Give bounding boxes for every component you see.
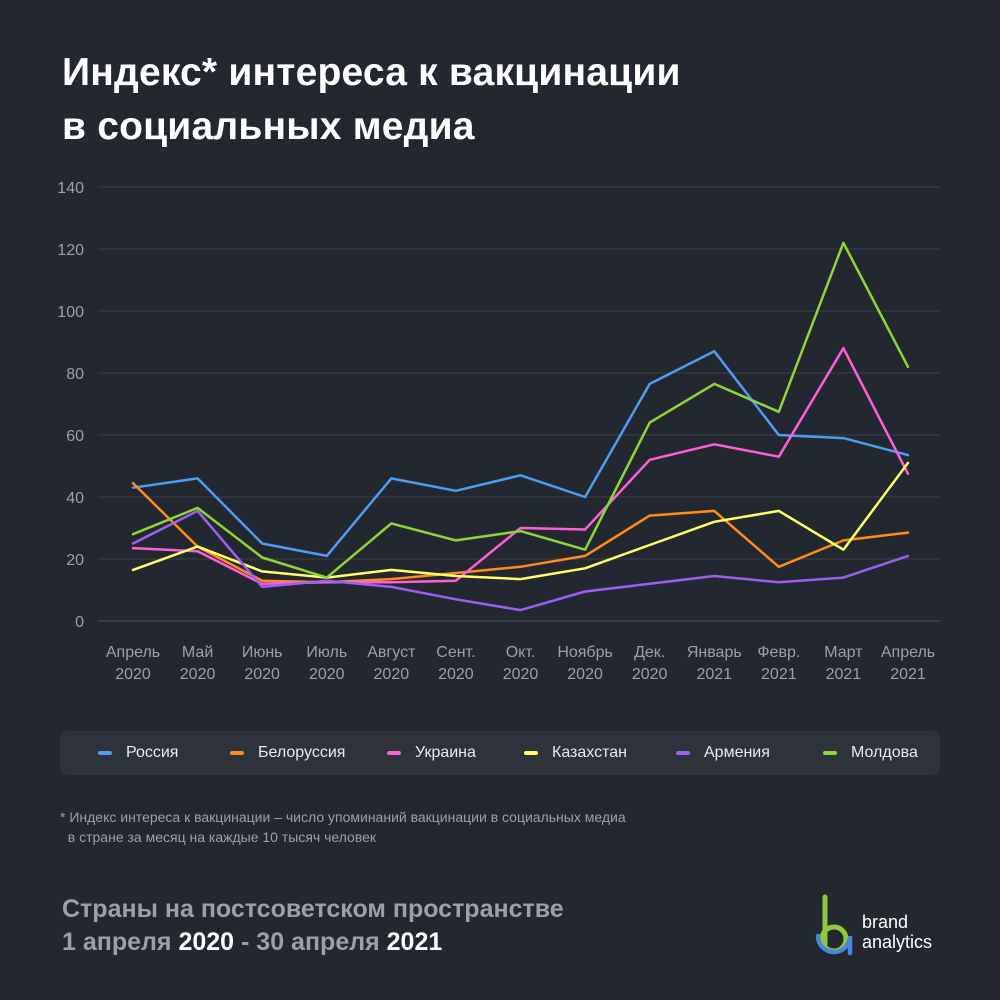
x-tick-label-year: 2021	[761, 666, 797, 683]
y-tick-label-100: 100	[57, 304, 84, 321]
x-tick-label-month: Июль	[306, 644, 347, 661]
x-tick-label-month: Сент.	[436, 644, 475, 661]
x-tick-label-year: 2021	[826, 666, 862, 683]
x-tick-label-year: 2020	[309, 666, 345, 683]
series-line-0	[131, 350, 910, 558]
x-tick-label-year: 2020	[632, 666, 668, 683]
footnote-line-2: в стране за месяц на каждые 10 тысяч чел…	[60, 829, 377, 845]
line-chart: 0 20 40 60 80 100 120 140 Апрель 2020 Май 2020 Июнь 2…	[57, 180, 940, 683]
legend-swatch	[524, 751, 538, 755]
chart-title-line-1: Индекс* интереса к вакцинации	[62, 51, 681, 94]
chart-title: Индекс* интереса к вакцинации в социальн…	[62, 46, 942, 154]
subtitle-line-1: Страны на постсоветском пространстве	[62, 895, 564, 923]
legend-swatch	[98, 751, 112, 755]
y-tick-label-0: 0	[75, 614, 84, 631]
legend-item: Казахстан	[524, 731, 627, 775]
legend-label: Белоруссия	[258, 744, 346, 761]
y-tick-label-40: 40	[66, 490, 84, 507]
x-tick-label-month: Дек.	[634, 644, 665, 661]
subtitle-part-1: 1 апреля	[62, 928, 179, 956]
x-tick-label-year: 2020	[567, 666, 603, 683]
brand-name-line-1: brand	[862, 912, 909, 932]
x-tick-label-month: Июнь	[242, 644, 283, 661]
footnote-line-1: * Индекс интереса к вакцинации – число у…	[60, 809, 626, 825]
x-tick-label-month: Март	[824, 644, 863, 661]
series-line-1	[131, 481, 910, 584]
legend-item: Украина	[387, 731, 476, 775]
legend-swatch	[230, 751, 244, 755]
legend-swatch	[387, 751, 401, 755]
y-tick-label-120: 120	[57, 242, 84, 259]
chart-title-line-2: в социальных медиа	[62, 105, 475, 148]
x-tick-label-month: Август	[367, 644, 416, 661]
legend-swatch	[676, 751, 690, 755]
legend-item: Россия	[98, 731, 178, 775]
x-tick-label-year: 2021	[696, 666, 732, 683]
series-line-5	[131, 241, 910, 579]
x-tick-label-month: Май	[182, 644, 213, 661]
subtitle-end-year: 2021	[386, 928, 443, 956]
brand-name-line-2: analytics	[862, 932, 933, 952]
brand-name: brand analytics	[862, 912, 932, 952]
legend-label: Казахстан	[552, 744, 627, 761]
y-tick-label-60: 60	[66, 428, 84, 445]
x-tick-label-year: 2020	[438, 666, 474, 683]
series-line-4	[131, 509, 910, 612]
x-tick-label-year: 2020	[503, 666, 539, 683]
x-tick-label-year: 2021	[890, 666, 926, 683]
y-tick-label-80: 80	[66, 366, 84, 383]
subtitle-line-2: 1 апреля 2020 - 30 апреля 2021	[62, 926, 702, 959]
legend-swatch	[823, 751, 837, 755]
period-subtitle: Страны на постсоветском пространстве 1 а…	[62, 893, 702, 959]
brand-analytics-logo: brand analytics	[808, 892, 948, 962]
y-tick-label-140: 140	[57, 180, 84, 197]
x-tick-label-month: Февр.	[757, 644, 800, 661]
legend-item: Белоруссия	[230, 731, 345, 775]
x-tick-label-year: 2020	[180, 666, 216, 683]
x-tick-label-month: Апрель	[106, 644, 160, 661]
x-tick-label-month: Январь	[687, 644, 742, 661]
legend-label: Россия	[126, 744, 179, 761]
legend-item: Армения	[676, 731, 770, 775]
legend-item: Молдова	[823, 731, 918, 775]
chart-legend: Россия Белоруссия Украина Казахстан Армения М…	[60, 731, 940, 775]
subtitle-part-2: - 30 апреля	[234, 928, 387, 956]
x-tick-label-month: Ноябрь	[557, 644, 613, 661]
series-line-3	[131, 461, 910, 581]
subtitle-start-year: 2020	[178, 928, 235, 956]
legend-label: Армения	[704, 744, 770, 761]
footnote: * Индекс интереса к вакцинации – число у…	[60, 807, 760, 847]
x-tick-label-year: 2020	[115, 666, 151, 683]
x-tick-label-month: Апрель	[881, 644, 935, 661]
x-tick-label-year: 2020	[244, 666, 280, 683]
series-line-2	[131, 346, 910, 586]
y-tick-label-20: 20	[66, 552, 84, 569]
brand-logo-icon	[815, 894, 853, 956]
legend-label: Молдова	[851, 744, 918, 761]
x-tick-label-month: Окт.	[506, 644, 536, 661]
x-tick-label-year: 2020	[374, 666, 410, 683]
legend-label: Украина	[415, 744, 476, 761]
